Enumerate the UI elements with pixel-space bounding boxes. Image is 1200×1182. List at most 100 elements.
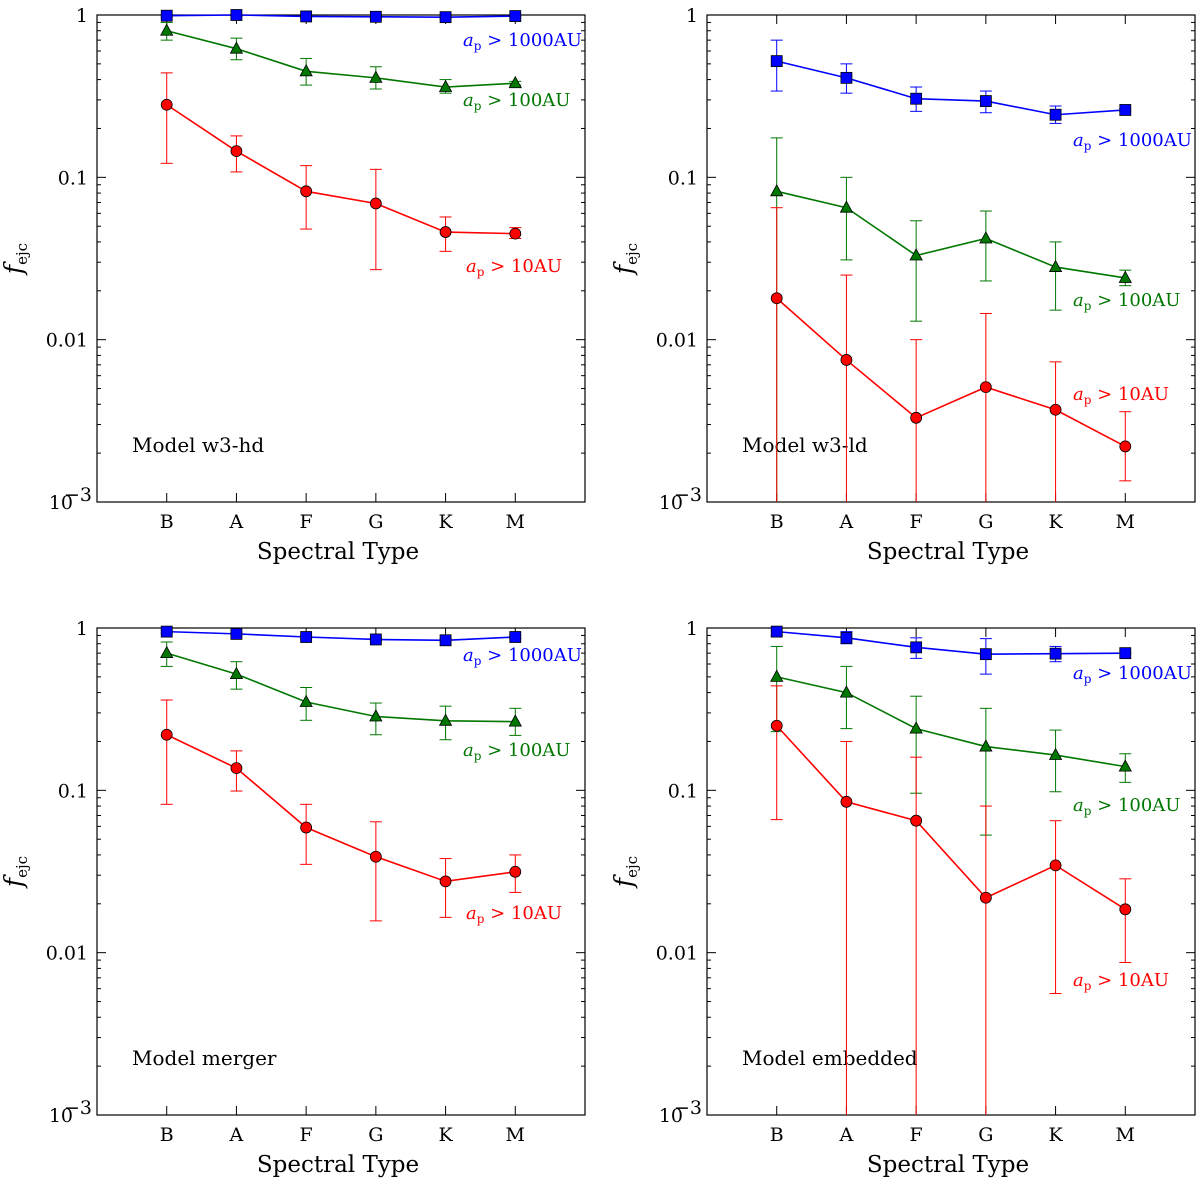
series-label-symbol: a xyxy=(1073,663,1084,684)
data-point-circle xyxy=(509,865,522,878)
series-1000au: ap > 1000AU xyxy=(160,625,582,668)
series-1000au: ap > 1000AU xyxy=(160,9,582,53)
data-point-square xyxy=(1119,104,1132,116)
data-point-triangle xyxy=(160,23,174,36)
x-tick-label: B xyxy=(770,511,784,533)
series-label-subscript: p xyxy=(477,912,485,926)
model-label: Model merger xyxy=(132,1046,277,1070)
data-point-square xyxy=(1049,108,1062,121)
series-label-symbol: a xyxy=(1073,970,1084,991)
x-tick-label: G xyxy=(368,1124,383,1146)
data-point-triangle xyxy=(229,41,244,54)
model-label: Model w3-ld xyxy=(742,433,868,457)
series-label: ap > 10AU xyxy=(1073,970,1169,993)
series-line xyxy=(166,630,516,642)
chart-panel-4: 1 0.1 0.01 10−3 B A F G K M Spectral Type fejc Model… xyxy=(609,618,1196,1178)
series-100au: ap > 100AU xyxy=(160,21,570,113)
series-line xyxy=(166,104,516,235)
series-label-text: > 100AU xyxy=(481,740,570,761)
series-label-symbol: a xyxy=(463,645,474,666)
data-point-square xyxy=(439,634,452,647)
series-label-symbol: a xyxy=(1073,384,1084,405)
y-axis-label-subscript: ejc xyxy=(623,243,641,265)
data-point-triangle xyxy=(438,79,453,92)
y-axis-label-symbol: f xyxy=(0,261,28,276)
y-tick-exponent: −3 xyxy=(674,1097,702,1119)
x-tick-label: A xyxy=(839,511,854,533)
data-point-triangle xyxy=(299,694,313,707)
data-point-square xyxy=(230,9,243,21)
x-tick-label: A xyxy=(229,511,244,533)
data-point-circle xyxy=(439,875,452,888)
x-axis-label: Spectral Type xyxy=(257,539,419,565)
x-tick-label: G xyxy=(368,511,383,533)
series-label: ap > 1000AU xyxy=(1073,130,1192,153)
series-100au: ap > 100AU xyxy=(770,137,1180,502)
series-line xyxy=(776,190,1126,279)
x-tick-label: M xyxy=(506,511,525,533)
y-axis-label-symbol: f xyxy=(609,874,638,889)
y-tick-label: 0.01 xyxy=(46,330,88,352)
data-point-circle xyxy=(1049,859,1062,872)
data-point-circle xyxy=(979,381,992,394)
series-label: ap > 10AU xyxy=(1073,384,1169,407)
data-point-triangle xyxy=(770,183,784,197)
x-tick-label: A xyxy=(839,1124,854,1146)
series-10au: ap > 10AU xyxy=(160,699,562,926)
data-point-triangle xyxy=(909,248,923,261)
series-label-symbol: a xyxy=(466,256,477,277)
series-line xyxy=(776,630,1126,655)
y-axis-label: fejc xyxy=(0,856,31,889)
data-point-square xyxy=(770,625,783,638)
data-point-circle xyxy=(770,719,783,732)
x-tick-label: K xyxy=(1048,1124,1063,1146)
x-tick-label: B xyxy=(160,511,174,533)
y-tick-label: 0.1 xyxy=(58,780,88,802)
data-point-triangle xyxy=(438,713,453,726)
data-point-triangle xyxy=(979,231,993,244)
data-point-square xyxy=(300,10,313,23)
y-tick-label: 0.01 xyxy=(46,943,88,965)
x-tick-label: K xyxy=(438,1124,453,1146)
y-tick-label: 10 xyxy=(659,1105,683,1127)
data-point-circle xyxy=(910,814,923,827)
series-label-symbol: a xyxy=(1073,290,1084,311)
data-point-circle xyxy=(1119,903,1132,916)
data-point-circle xyxy=(979,891,992,904)
data-point-square xyxy=(979,648,992,661)
series-label-text: > 1000AU xyxy=(1091,130,1192,151)
y-tick-label: 1 xyxy=(686,618,698,640)
data-point-circle xyxy=(300,185,313,198)
series-label-symbol: a xyxy=(1073,795,1084,816)
data-point-triangle xyxy=(508,714,522,727)
data-point-circle xyxy=(439,226,452,238)
x-tick-label: B xyxy=(160,1124,174,1146)
series-label-text: > 1000AU xyxy=(481,30,582,51)
series-label: ap > 100AU xyxy=(1073,290,1180,313)
series-label: ap > 100AU xyxy=(1073,795,1180,818)
x-tick-label: G xyxy=(978,1124,993,1146)
y-tick-label: 1 xyxy=(686,5,698,27)
chart-panel-1: 1 0.1 0.01 10−3 B A F G K M Spectral Type fejc Model… xyxy=(0,5,586,565)
data-point-circle xyxy=(369,850,382,863)
series-label-symbol: a xyxy=(466,903,477,924)
series-label-text: > 100AU xyxy=(1091,290,1180,311)
series-100au: ap > 100AU xyxy=(160,641,570,763)
data-point-triangle xyxy=(1118,270,1132,283)
data-point-square xyxy=(910,92,923,105)
data-point-triangle xyxy=(160,645,174,659)
series-label-text: > 100AU xyxy=(481,90,570,111)
data-point-square xyxy=(910,641,923,654)
data-point-square xyxy=(509,10,522,22)
data-point-triangle xyxy=(369,709,383,722)
data-point-circle xyxy=(840,795,853,808)
x-axis-label: Spectral Type xyxy=(257,1152,419,1178)
data-point-triangle xyxy=(770,669,784,682)
data-point-triangle xyxy=(508,75,522,89)
x-tick-label: M xyxy=(1116,1124,1135,1146)
series-line xyxy=(166,652,516,723)
y-axis-label: fejc xyxy=(609,243,641,276)
series-10au: ap > 10AU xyxy=(770,685,1169,1115)
data-point-square xyxy=(1119,647,1132,660)
x-tick-label: F xyxy=(910,511,923,533)
